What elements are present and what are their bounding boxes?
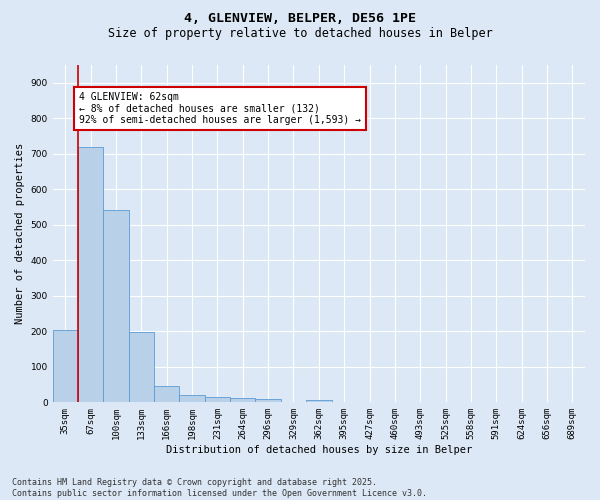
- X-axis label: Distribution of detached houses by size in Belper: Distribution of detached houses by size …: [166, 445, 472, 455]
- Bar: [78, 146, 103, 402]
- Text: Contains HM Land Registry data © Crown copyright and database right 2025.
Contai: Contains HM Land Registry data © Crown c…: [12, 478, 427, 498]
- Bar: [306, 400, 332, 402]
- Bar: [53, 330, 78, 402]
- Bar: [256, 400, 281, 402]
- Text: 4, GLENVIEW, BELPER, DE56 1PE: 4, GLENVIEW, BELPER, DE56 1PE: [184, 12, 416, 26]
- Bar: [205, 397, 230, 402]
- Text: 4 GLENVIEW: 62sqm
← 8% of detached houses are smaller (132)
92% of semi-detached: 4 GLENVIEW: 62sqm ← 8% of detached house…: [79, 92, 361, 125]
- Bar: [129, 332, 154, 402]
- Text: Size of property relative to detached houses in Belper: Size of property relative to detached ho…: [107, 28, 493, 40]
- Bar: [179, 395, 205, 402]
- Bar: [154, 386, 179, 402]
- Bar: [230, 398, 256, 402]
- Y-axis label: Number of detached properties: Number of detached properties: [15, 143, 25, 324]
- Bar: [103, 210, 129, 402]
